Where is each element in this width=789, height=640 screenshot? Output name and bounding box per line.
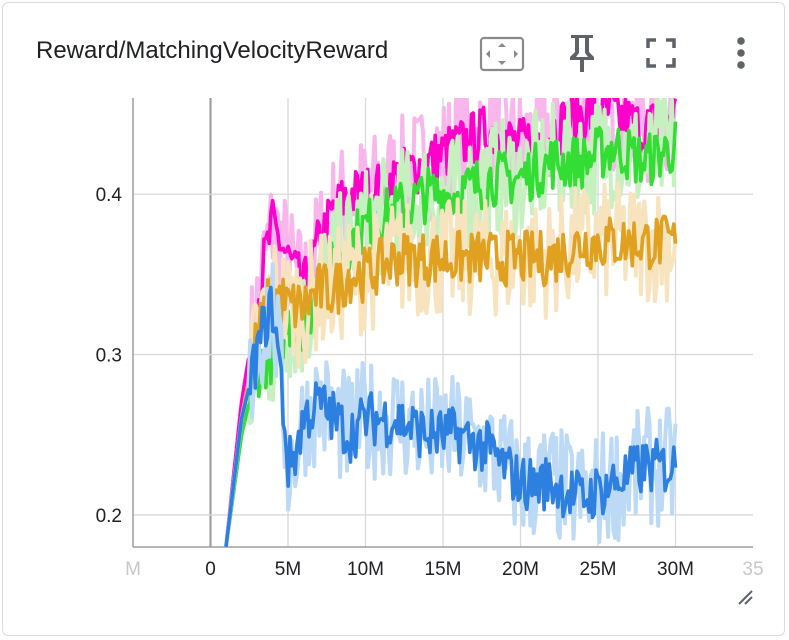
series-smoothed-line-blue bbox=[224, 285, 678, 547]
series-smoothed-line-orange bbox=[224, 214, 678, 547]
more-options-button[interactable] bbox=[733, 36, 749, 72]
y-tick-label: 0.3 bbox=[96, 346, 122, 367]
y-tick-label: 0.4 bbox=[96, 185, 123, 206]
y-tick-label: 0.2 bbox=[96, 506, 122, 527]
chart-title: Reward/MatchingVelocityReward bbox=[36, 37, 389, 64]
resize-handle[interactable] bbox=[736, 588, 756, 613]
x-tick-label: 30M bbox=[657, 559, 694, 580]
fit-domain-button[interactable] bbox=[479, 34, 525, 74]
resize-handle-icon bbox=[738, 590, 753, 605]
x-tick-label: 0 bbox=[205, 559, 216, 580]
x-tick-label: 10M bbox=[347, 559, 384, 580]
x-tick-label: M bbox=[125, 559, 141, 580]
x-tick-label: 20M bbox=[502, 559, 539, 580]
x-tick-label: 25M bbox=[580, 559, 617, 580]
fullscreen-button[interactable] bbox=[645, 37, 677, 69]
x-tick-label: 5M bbox=[275, 559, 301, 580]
series-group bbox=[224, 98, 678, 547]
more-vert-icon bbox=[737, 37, 745, 69]
x-tick-label: 15M bbox=[425, 559, 462, 580]
pin-icon bbox=[570, 35, 594, 72]
fullscreen-icon bbox=[646, 38, 676, 68]
fit-domain-icon bbox=[479, 36, 525, 72]
pin-button[interactable] bbox=[564, 31, 600, 75]
x-tick-label: 35 bbox=[742, 559, 763, 580]
